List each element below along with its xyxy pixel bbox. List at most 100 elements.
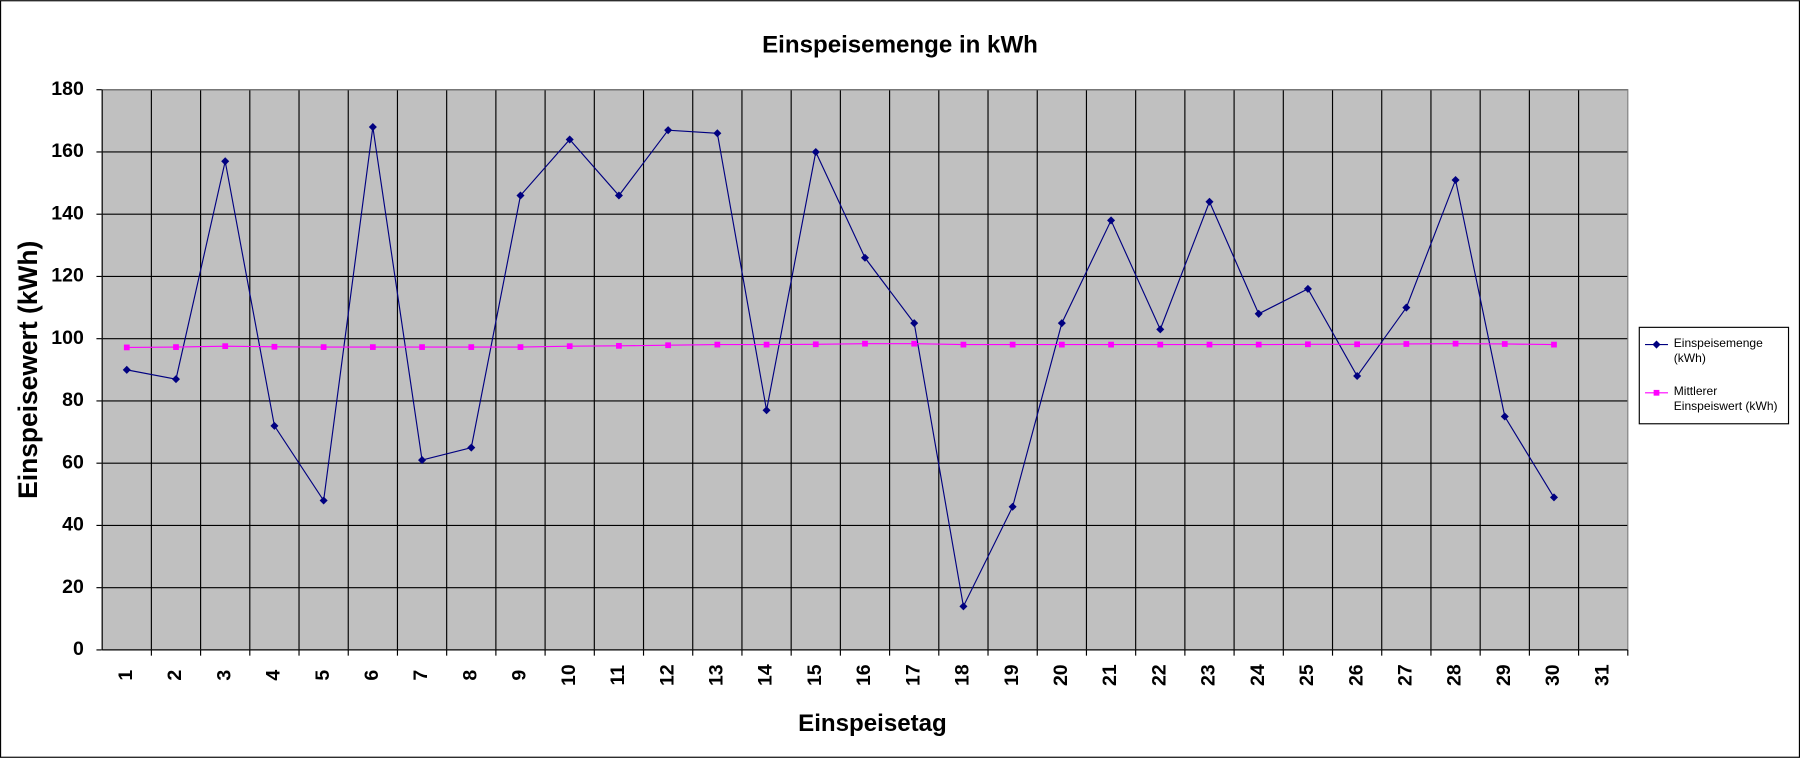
legend-label: Einspeisemenge (kWh): [1673, 336, 1763, 366]
data-point: [1501, 341, 1508, 347]
y-tick-label: 20: [62, 576, 84, 598]
data-point: [713, 129, 722, 138]
x-tick-label: 4: [263, 670, 285, 681]
x-tick-label: 28: [1444, 664, 1466, 686]
y-tick-label: 60: [62, 451, 84, 473]
series-line: [126, 343, 1554, 348]
x-tick-label: 5: [312, 670, 334, 681]
data-point: [1452, 340, 1459, 347]
x-tick-label: 22: [1148, 664, 1170, 686]
x-tick-label: 13: [706, 664, 728, 686]
legend-box: [1638, 326, 1790, 425]
data-point: [614, 191, 623, 200]
data-point: [221, 157, 230, 166]
y-tick-label: 160: [51, 140, 84, 162]
data-point: [468, 344, 475, 350]
x-tick-label: 24: [1247, 664, 1269, 686]
series-line: [126, 126, 1555, 609]
data-point: [566, 343, 573, 350]
x-tick-label: 30: [1542, 664, 1564, 686]
x-tick-label: 1: [115, 670, 137, 681]
data-point: [763, 341, 770, 348]
legend-label: Mittlerer Einspeiswert (kWh): [1673, 384, 1778, 414]
data-point: [320, 344, 327, 350]
data-point: [616, 342, 622, 349]
data-point: [1058, 341, 1065, 348]
y-tick-label: 120: [51, 265, 84, 287]
data-point: [1255, 341, 1262, 348]
data-point: [959, 602, 968, 611]
legend-marker: [1653, 389, 1660, 396]
x-axis-title: Einspeisetag: [798, 710, 947, 737]
data-point: [419, 344, 425, 350]
data-point: [665, 342, 672, 349]
data-point: [1303, 284, 1312, 293]
x-tick-label: 16: [853, 664, 875, 686]
x-tick-label: 3: [213, 670, 235, 681]
data-point: [123, 344, 130, 351]
plot-area: [102, 89, 1628, 650]
data-point: [1353, 372, 1362, 381]
data-point: [1009, 341, 1016, 348]
data-point: [812, 341, 819, 348]
y-tick-label: 180: [51, 78, 84, 100]
data-point: [1551, 341, 1557, 348]
data-point: [762, 406, 771, 415]
data-point: [811, 147, 820, 156]
data-point: [122, 365, 131, 374]
data-point: [516, 191, 525, 200]
x-tick-label: 10: [558, 664, 580, 686]
y-tick-label: 40: [62, 514, 84, 536]
data-point: [467, 443, 476, 452]
x-tick-label: 21: [1099, 664, 1121, 686]
x-tick-label: 25: [1296, 664, 1318, 686]
data-point: [1402, 303, 1411, 312]
data-point: [1403, 341, 1410, 347]
x-tick-label: 27: [1394, 664, 1416, 686]
x-tick-label: 26: [1345, 664, 1367, 686]
x-tick-label: 15: [804, 664, 826, 686]
x-tick-label: 19: [1001, 664, 1023, 686]
y-tick-label: 80: [62, 389, 84, 411]
data-point: [1205, 197, 1214, 206]
data-point: [418, 456, 427, 465]
x-tick-label: 11: [607, 665, 629, 686]
y-axis-title: Einspeisewert (kWh): [13, 241, 43, 499]
data-point: [517, 344, 524, 350]
data-point: [1451, 175, 1460, 184]
data-point: [1254, 309, 1263, 318]
x-tick-label: 20: [1050, 664, 1072, 686]
data-point: [271, 343, 278, 350]
data-point: [1107, 216, 1116, 225]
data-point: [171, 375, 181, 384]
data-point: [173, 344, 179, 350]
data-point: [1500, 412, 1509, 421]
data-point: [911, 340, 918, 347]
x-tick-label: 6: [361, 670, 383, 681]
legend-item: Mittlerer Einspeiswert (kWh): [1673, 384, 1778, 414]
data-point: [1157, 341, 1164, 348]
data-point: [369, 344, 376, 350]
data-point: [270, 421, 279, 430]
x-tick-label: 18: [952, 664, 974, 686]
x-tick-label: 31: [1591, 664, 1613, 686]
x-tick-label: 17: [902, 664, 924, 686]
data-point: [960, 341, 967, 348]
legend-marker: [1652, 340, 1661, 349]
x-tick-label: 14: [755, 664, 777, 686]
data-point: [1206, 341, 1213, 348]
x-tick-label: 8: [459, 670, 481, 681]
x-tick-label: 9: [509, 670, 531, 681]
data-point: [714, 341, 721, 348]
x-tick-label: 2: [164, 670, 186, 681]
data-point: [1305, 341, 1311, 348]
x-tick-label: 12: [656, 664, 678, 686]
data-point: [1108, 341, 1114, 348]
data-point: [862, 340, 868, 347]
data-point: [222, 343, 229, 350]
data-point: [1354, 341, 1360, 348]
x-tick-label: 23: [1198, 664, 1220, 686]
y-tick-label: 140: [51, 202, 84, 224]
